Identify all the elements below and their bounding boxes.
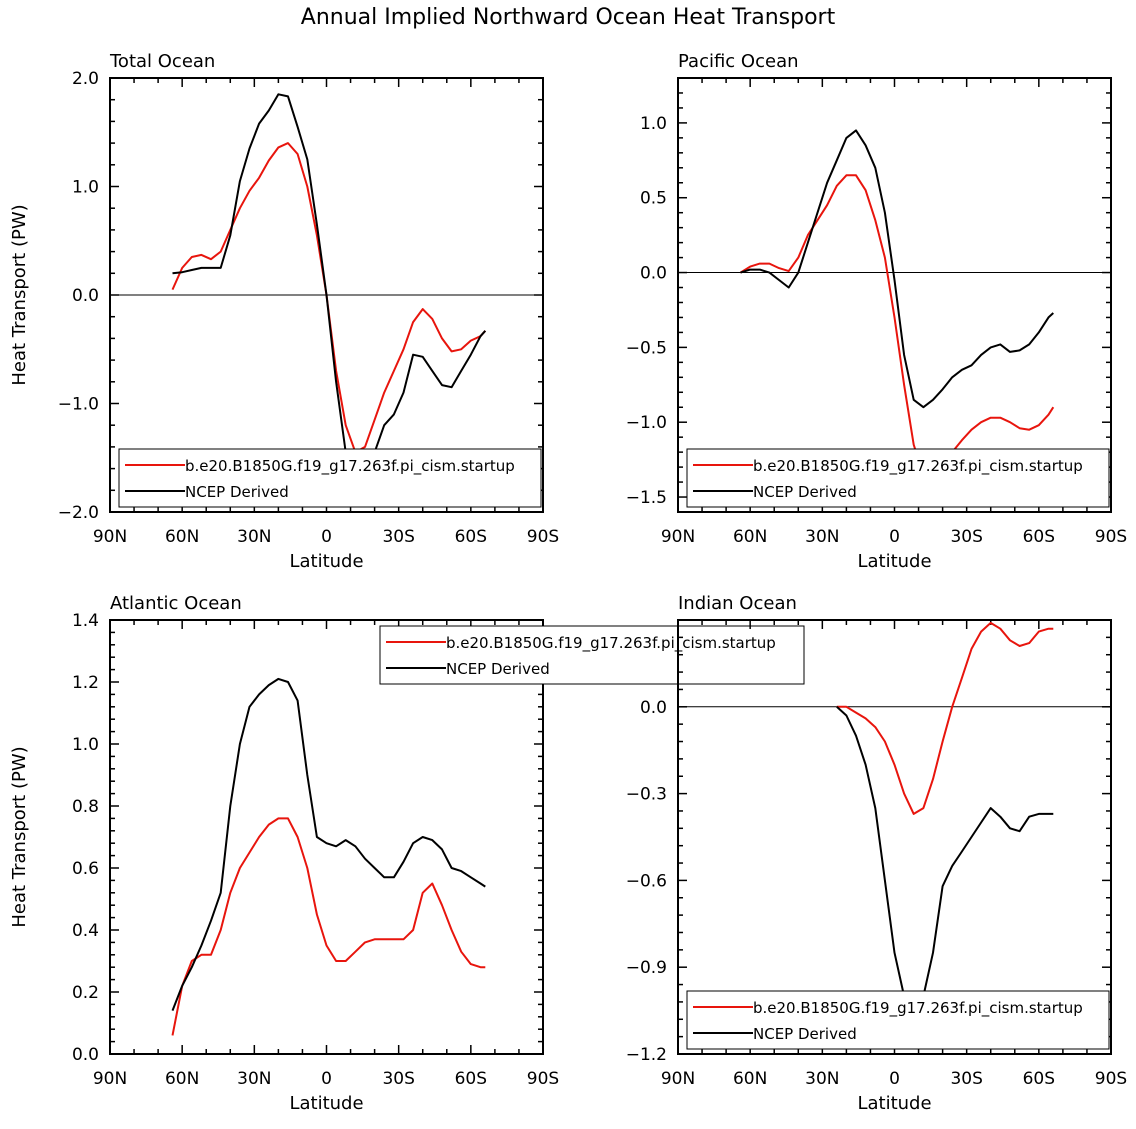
x-axis-label: Latitude — [289, 551, 363, 572]
x-tick-label: 90N — [661, 1069, 695, 1089]
x-axis-label: Latitude — [857, 1093, 931, 1114]
x-tick-label: 60N — [733, 1069, 767, 1089]
y-tick-label: 0.8 — [72, 797, 99, 817]
ncep-series-line — [740, 129, 1054, 409]
x-tick-label: 90S — [527, 527, 559, 547]
x-tick-label: 90N — [661, 527, 695, 547]
x-axis-label: Latitude — [289, 1093, 363, 1114]
legend-label: b.e20.B1850G.f19_g17.263f.pi_cism.startu… — [185, 457, 515, 476]
y-tick-label: −1.2 — [626, 1045, 667, 1065]
x-axis-label: Latitude — [857, 551, 931, 572]
plot-frame — [109, 619, 544, 1055]
x-tick-label: 30S — [950, 527, 982, 547]
x-tick-label: 30N — [805, 527, 839, 547]
y-tick-label: −1.0 — [626, 413, 667, 433]
legend-label: b.e20.B1850G.f19_g17.263f.pi_cism.startu… — [446, 634, 776, 653]
legend-box — [686, 448, 1110, 508]
legend-label: NCEP Derived — [753, 483, 857, 501]
y-axis-label: Heat Transport (PW) — [9, 746, 30, 927]
legend-box — [379, 625, 805, 685]
y-tick-label: 0.0 — [640, 698, 667, 718]
x-tick-label: 0 — [889, 1069, 900, 1089]
y-tick-label: −1.0 — [58, 395, 99, 415]
x-tick-label: 30N — [805, 1069, 839, 1089]
x-tick-label: 30N — [237, 527, 271, 547]
y-tick-label: −0.5 — [626, 338, 667, 358]
y-tick-label: 1.4 — [72, 611, 99, 631]
plot-frame — [109, 77, 544, 513]
x-tick-label: 60S — [1023, 1069, 1055, 1089]
x-tick-label: 30S — [382, 527, 414, 547]
legend-label: NCEP Derived — [185, 483, 289, 501]
x-tick-label: 0 — [321, 527, 332, 547]
figure-title: Annual Implied Northward Ocean Heat Tran… — [301, 5, 836, 30]
y-tick-label: 0.2 — [72, 983, 99, 1003]
plot-frame — [677, 619, 1112, 1055]
y-tick-label: 0.0 — [72, 286, 99, 306]
model-series-line — [171, 142, 487, 454]
x-tick-label: 90N — [93, 1069, 127, 1089]
y-tick-label: −0.6 — [626, 871, 667, 891]
x-tick-label: 30S — [382, 1069, 414, 1089]
legend-label: b.e20.B1850G.f19_g17.263f.pi_cism.startu… — [753, 999, 1083, 1018]
ncep-series-line — [172, 93, 487, 475]
y-tick-label: −0.9 — [626, 958, 667, 978]
y-tick-label: 1.0 — [72, 735, 99, 755]
y-axis-label: Heat Transport (PW) — [9, 204, 30, 385]
model-series-line — [739, 174, 1055, 481]
chart-panel: 90N 60N 30N 0 30S 60S 90S 0.0 −0.3 −0.6 −0.9 −1.2 In… — [626, 593, 1128, 1114]
x-tick-label: 30S — [950, 1069, 982, 1089]
y-tick-label: 0.5 — [640, 189, 667, 209]
x-tick-label: 60N — [165, 527, 199, 547]
y-tick-label: 0.0 — [72, 1045, 99, 1065]
model-series-line — [171, 817, 486, 1036]
y-tick-label: 1.0 — [640, 114, 667, 134]
panel-title: Total Ocean — [109, 51, 215, 72]
y-tick-label: −1.5 — [626, 488, 667, 508]
legend: b.e20.B1850G.f19_g17.263f.pi_cism.startu… — [379, 625, 805, 685]
x-tick-label: 60S — [455, 527, 487, 547]
x-tick-label: 90S — [1095, 527, 1127, 547]
x-tick-label: 60S — [1023, 527, 1055, 547]
legend-box — [686, 990, 1110, 1050]
y-tick-label: 2.0 — [72, 69, 99, 89]
legend: b.e20.B1850G.f19_g17.263f.pi_cism.startu… — [686, 448, 1110, 508]
chart-panel: 90N 60N 30N 0 30S 60S 90S 1.4 1.2 1.0 0.8 0.6 0.4 0.2… — [9, 593, 805, 1114]
y-tick-label: 0.0 — [640, 264, 667, 284]
legend-box — [118, 448, 542, 508]
panels: 90N 60N 30N 0 30S 60S 90S 2.0 1.0 0.0 −1.0 −2.0 Tota… — [9, 51, 1127, 1114]
plot-frame — [677, 77, 1112, 513]
x-tick-label: 60N — [165, 1069, 199, 1089]
chart-panel: 90N 60N 30N 0 30S 60S 90S 2.0 1.0 0.0 −1.0 −2.0 Tota… — [9, 51, 559, 572]
y-tick-label: −2.0 — [58, 503, 99, 523]
y-tick-label: 1.0 — [72, 178, 99, 198]
ncep-series-line — [836, 706, 1054, 1012]
x-tick-label: 0 — [889, 527, 900, 547]
y-tick-label: −0.3 — [626, 785, 667, 805]
legend-label: NCEP Derived — [753, 1025, 857, 1043]
x-tick-label: 60N — [733, 527, 767, 547]
chart-panel: 90N 60N 30N 0 30S 60S 90S 1.0 0.5 0.0 −0.5 −1.0 −1.5… — [626, 51, 1128, 572]
panel-title: Pacific Ocean — [678, 51, 799, 72]
x-tick-label: 90S — [1095, 1069, 1127, 1089]
legend: b.e20.B1850G.f19_g17.263f.pi_cism.startu… — [686, 990, 1110, 1050]
x-tick-label: 90S — [527, 1069, 559, 1089]
ncep-series-line — [171, 677, 486, 1011]
legend-label: NCEP Derived — [446, 660, 550, 678]
x-tick-label: 90N — [93, 527, 127, 547]
legend-label: b.e20.B1850G.f19_g17.263f.pi_cism.startu… — [753, 457, 1083, 476]
x-tick-label: 60S — [455, 1069, 487, 1089]
panel-title: Atlantic Ocean — [110, 593, 242, 614]
legend: b.e20.B1850G.f19_g17.263f.pi_cism.startu… — [118, 448, 542, 508]
x-tick-label: 30N — [237, 1069, 271, 1089]
y-tick-label: 0.6 — [72, 859, 99, 879]
x-tick-label: 0 — [321, 1069, 332, 1089]
model-series-line — [836, 621, 1054, 815]
y-tick-label: 1.2 — [72, 673, 99, 693]
panel-title: Indian Ocean — [678, 593, 797, 614]
y-tick-label: 0.4 — [72, 921, 99, 941]
